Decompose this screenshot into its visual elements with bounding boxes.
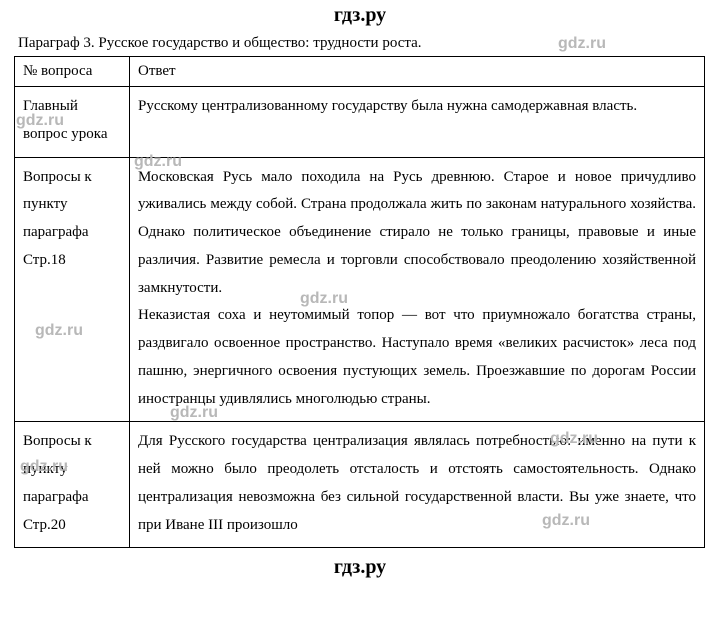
cell-answer: Для Русского государства централизация я… (130, 422, 705, 548)
site-header: гдз.ру (0, 0, 720, 33)
cell-question: Вопросы к пункту параграфа Стр.18 (15, 157, 130, 422)
cell-question: Вопросы к пункту параграфа Стр.20 (15, 422, 130, 548)
header-col-answer: Ответ (130, 57, 705, 87)
table-row: Главный вопрос урока Русскому централизо… (15, 87, 705, 158)
table-row: Вопросы к пункту параграфа Стр.20 Для Ру… (15, 422, 705, 548)
cell-answer: Московская Русь мало походила на Русь др… (130, 157, 705, 422)
site-footer: гдз.ру (0, 548, 720, 583)
table-row: Вопросы к пункту параграфа Стр.18 Москов… (15, 157, 705, 422)
header-col-question: № вопроса (15, 57, 130, 87)
cell-answer: Русскому централизованному государству б… (130, 87, 705, 158)
table-header-row: № вопроса Ответ (15, 57, 705, 87)
paragraph-title: Параграф 3. Русское государство и общест… (0, 33, 720, 56)
content-table: № вопроса Ответ Главный вопрос урока Рус… (14, 56, 705, 548)
cell-question: Главный вопрос урока (15, 87, 130, 158)
